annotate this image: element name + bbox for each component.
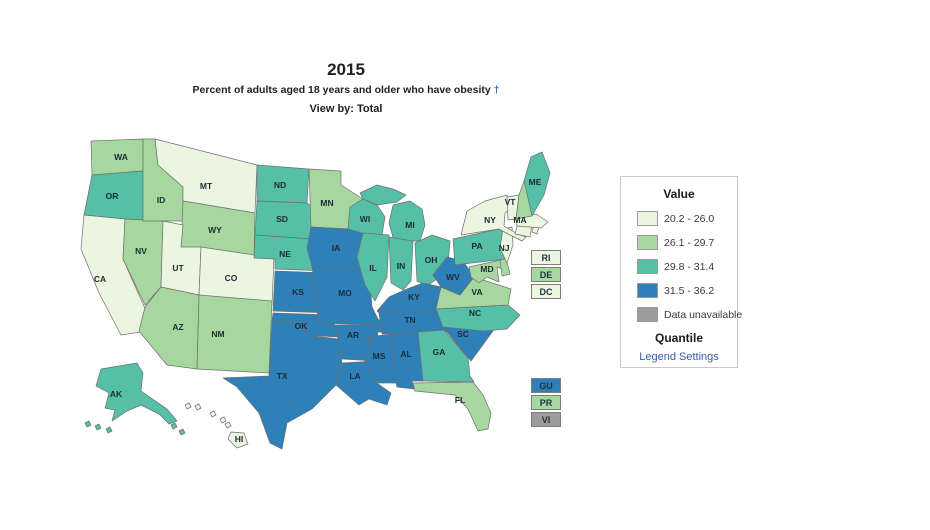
legend-item-label: 26.1 - 29.7 xyxy=(664,236,715,249)
state-mi[interactable] xyxy=(359,184,407,206)
state-fl[interactable] xyxy=(412,381,492,432)
chart-header: 2015 Percent of adults aged 18 years and… xyxy=(80,60,612,115)
callout-pr[interactable]: PR xyxy=(531,395,561,410)
callout-ri[interactable]: RI xyxy=(531,250,561,265)
chart-subtitle-text: Percent of adults aged 18 years and olde… xyxy=(192,84,491,96)
legend-item-label: 29.8 - 31.4 xyxy=(664,260,715,273)
legend-item-label: 20.2 - 26.0 xyxy=(664,212,715,225)
state-ak[interactable] xyxy=(84,420,92,428)
state-hi[interactable] xyxy=(219,416,227,424)
state-callouts-northeast: RI DE DC xyxy=(531,250,561,301)
legend-swatch xyxy=(637,259,658,274)
chart-title-year: 2015 xyxy=(327,60,365,79)
state-mi[interactable] xyxy=(388,200,426,242)
state-or[interactable] xyxy=(83,170,144,222)
footnote-dagger[interactable]: † xyxy=(493,84,500,96)
state-hi[interactable] xyxy=(209,410,217,418)
state-hi[interactable] xyxy=(227,431,249,449)
callout-dc[interactable]: DC xyxy=(531,284,561,299)
state-nj[interactable] xyxy=(499,226,514,264)
legend-title: Value xyxy=(663,187,695,201)
territory-callouts: GU PR VI xyxy=(531,378,561,429)
legend-swatch xyxy=(637,283,658,298)
callout-vi[interactable]: VI xyxy=(531,412,561,427)
state-hi[interactable] xyxy=(194,403,202,411)
us-choropleth-map[interactable]: WAORCANVIDMTWYUTCOAZNMNDSDNEKSOKTXMNIAMO… xyxy=(79,129,579,461)
legend-item: Data unavailable xyxy=(637,307,742,322)
legend-settings-link[interactable]: Legend Settings xyxy=(639,351,719,363)
state-nm[interactable] xyxy=(196,294,273,374)
state-al[interactable] xyxy=(391,331,424,390)
state-ak[interactable] xyxy=(178,428,186,436)
legend-item: 29.8 - 31.4 xyxy=(637,259,737,274)
legend-swatch xyxy=(637,235,658,250)
legend-item: 26.1 - 29.7 xyxy=(637,235,737,250)
state-hi[interactable] xyxy=(184,402,192,410)
state-ny[interactable] xyxy=(460,194,527,242)
chart-subtitle: Percent of adults aged 18 years and olde… xyxy=(80,84,612,96)
legend-item: 20.2 - 26.0 xyxy=(637,211,737,226)
legend-swatch xyxy=(637,307,658,322)
state-ak[interactable] xyxy=(94,423,102,431)
state-de[interactable] xyxy=(499,257,511,277)
legend-swatch xyxy=(637,211,658,226)
legend-panel: Value 20.2 - 26.0 26.1 - 29.7 29.8 - 31.… xyxy=(620,176,742,368)
state-hi[interactable] xyxy=(224,421,232,429)
state-ga[interactable] xyxy=(417,329,475,383)
state-me[interactable] xyxy=(523,151,551,217)
view-by-label: View by: Total xyxy=(309,103,383,115)
legend-item-label: 31.5 - 36.2 xyxy=(664,284,715,297)
legend-item: 31.5 - 36.2 xyxy=(637,283,737,298)
state-ak[interactable] xyxy=(105,426,113,434)
state-il[interactable] xyxy=(356,232,390,302)
state-sd[interactable] xyxy=(254,200,316,240)
state-wa[interactable] xyxy=(90,138,144,176)
state-ak[interactable] xyxy=(170,422,178,430)
legend-item-label: Data unavailable xyxy=(664,308,743,321)
state-in[interactable] xyxy=(388,236,414,291)
state-ak[interactable] xyxy=(95,362,178,425)
state-tx[interactable] xyxy=(222,320,343,450)
callout-gu[interactable]: GU xyxy=(531,378,561,393)
callout-de[interactable]: DE xyxy=(531,267,561,282)
legend-classification: Quantile xyxy=(654,331,703,345)
state-nd[interactable] xyxy=(256,164,310,204)
state-nc[interactable] xyxy=(435,304,521,332)
